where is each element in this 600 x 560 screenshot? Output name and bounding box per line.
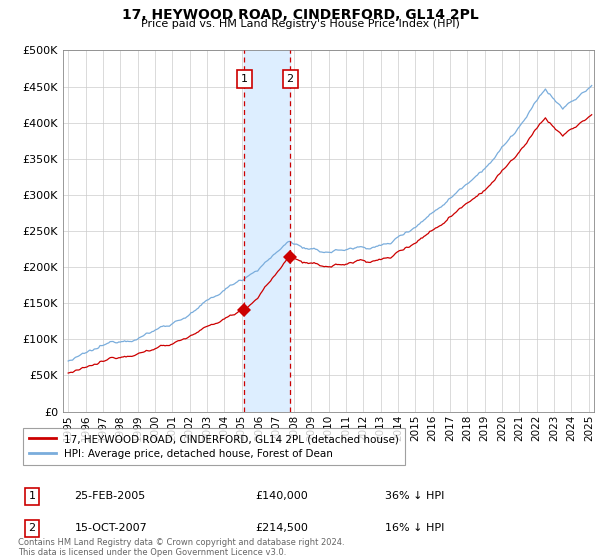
- Text: Contains HM Land Registry data © Crown copyright and database right 2024.
This d: Contains HM Land Registry data © Crown c…: [18, 538, 344, 557]
- Text: 2: 2: [287, 74, 294, 85]
- Text: 15-OCT-2007: 15-OCT-2007: [74, 524, 147, 534]
- Text: 16% ↓ HPI: 16% ↓ HPI: [385, 524, 444, 534]
- Text: 36% ↓ HPI: 36% ↓ HPI: [385, 491, 444, 501]
- Text: £214,500: £214,500: [255, 524, 308, 534]
- Text: 1: 1: [29, 491, 35, 501]
- Text: 17, HEYWOOD ROAD, CINDERFORD, GL14 2PL: 17, HEYWOOD ROAD, CINDERFORD, GL14 2PL: [122, 8, 478, 22]
- Text: 1: 1: [241, 74, 248, 85]
- Text: 2: 2: [29, 524, 35, 534]
- Legend: 17, HEYWOOD ROAD, CINDERFORD, GL14 2PL (detached house), HPI: Average price, det: 17, HEYWOOD ROAD, CINDERFORD, GL14 2PL (…: [23, 428, 405, 465]
- Text: £140,000: £140,000: [255, 491, 308, 501]
- Text: Price paid vs. HM Land Registry's House Price Index (HPI): Price paid vs. HM Land Registry's House …: [140, 19, 460, 29]
- Text: 25-FEB-2005: 25-FEB-2005: [74, 491, 146, 501]
- Bar: [244, 50, 290, 412]
